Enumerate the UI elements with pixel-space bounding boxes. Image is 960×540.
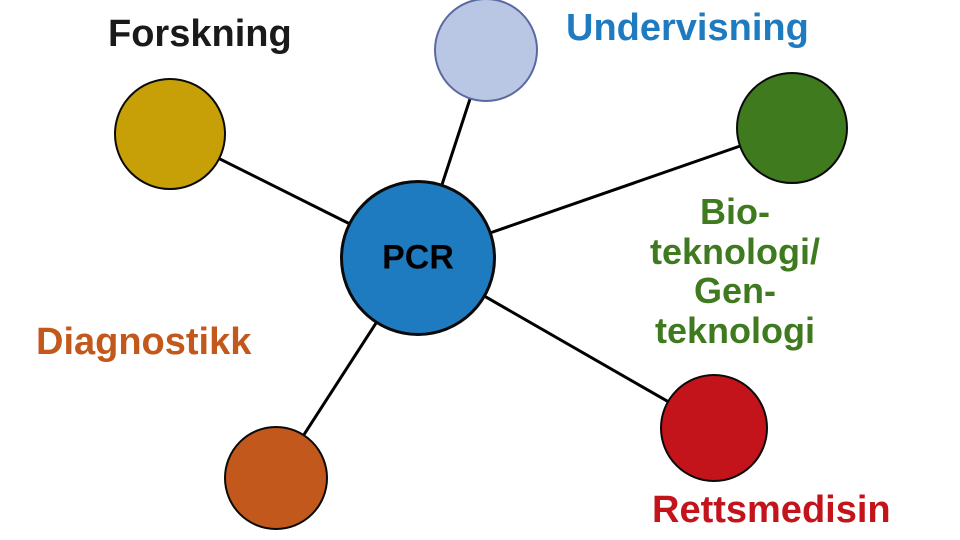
forskning-label: Forskning	[108, 14, 292, 56]
biotek-label: Bio- teknologi/ Gen- teknologi	[650, 192, 820, 350]
undervisning-label: Undervisning	[566, 8, 809, 50]
edge-diagnostikk	[304, 324, 376, 435]
diagnostikk-label: Diagnostikk	[36, 322, 251, 364]
edge-undervisning	[442, 99, 470, 183]
edge-forskning	[220, 159, 348, 223]
rettsmedisin-label: Rettsmedisin	[652, 490, 891, 532]
node-undervisning	[434, 0, 538, 102]
node-diagnostikk	[224, 426, 328, 530]
center-label: PCR	[382, 239, 454, 278]
edge-rettsmedisin	[486, 297, 668, 401]
node-rettsmedisin	[660, 374, 768, 482]
diagram-stage: PCR Forskning Undervisning Bio- teknologi/ …	[0, 0, 960, 540]
node-forskning	[114, 78, 226, 190]
node-biotek	[736, 72, 848, 184]
